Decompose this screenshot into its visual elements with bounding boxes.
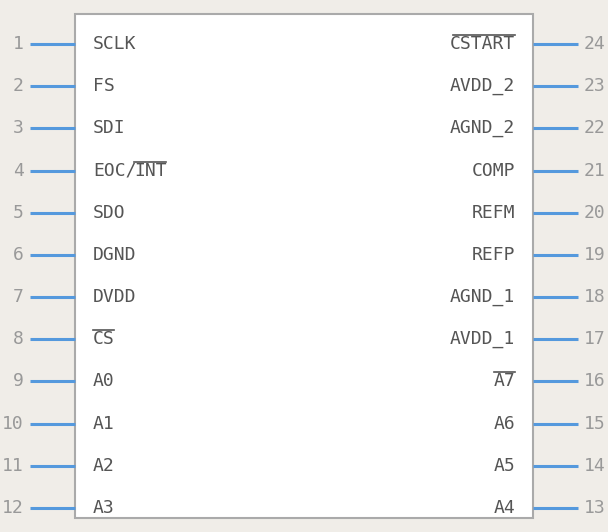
Text: 10: 10 <box>2 414 24 433</box>
Text: 8: 8 <box>13 330 24 348</box>
Text: 15: 15 <box>584 414 606 433</box>
Text: 18: 18 <box>584 288 606 306</box>
Text: 4: 4 <box>13 162 24 179</box>
Text: REFP: REFP <box>471 246 515 264</box>
Text: SCLK: SCLK <box>93 35 137 53</box>
Text: DGND: DGND <box>93 246 137 264</box>
Text: AGND_1: AGND_1 <box>450 288 515 306</box>
Text: 23: 23 <box>584 77 606 95</box>
Text: 19: 19 <box>584 246 606 264</box>
Text: SDI: SDI <box>93 119 126 137</box>
Text: 11: 11 <box>2 457 24 475</box>
Text: DVDD: DVDD <box>93 288 137 306</box>
Text: CSTART: CSTART <box>450 35 515 53</box>
Text: 6: 6 <box>13 246 24 264</box>
Text: 5: 5 <box>13 204 24 222</box>
Text: INT: INT <box>134 162 167 179</box>
Bar <box>75 14 533 518</box>
Text: A5: A5 <box>493 457 515 475</box>
Text: A3: A3 <box>93 499 115 517</box>
Text: 9: 9 <box>13 372 24 390</box>
Text: COMP: COMP <box>471 162 515 179</box>
Text: A1: A1 <box>93 414 115 433</box>
Text: AVDD_2: AVDD_2 <box>450 77 515 95</box>
Text: 17: 17 <box>584 330 606 348</box>
Text: A4: A4 <box>493 499 515 517</box>
Text: 16: 16 <box>584 372 606 390</box>
Text: 7: 7 <box>13 288 24 306</box>
Text: AVDD_1: AVDD_1 <box>450 330 515 348</box>
Text: A6: A6 <box>493 414 515 433</box>
Text: 3: 3 <box>13 119 24 137</box>
Text: CS: CS <box>93 330 115 348</box>
Text: EOC/: EOC/ <box>93 162 137 179</box>
Text: REFM: REFM <box>471 204 515 222</box>
Text: 24: 24 <box>584 35 606 53</box>
Text: 1: 1 <box>13 35 24 53</box>
Text: 20: 20 <box>584 204 606 222</box>
Text: 12: 12 <box>2 499 24 517</box>
Text: 22: 22 <box>584 119 606 137</box>
Text: 2: 2 <box>13 77 24 95</box>
Text: 21: 21 <box>584 162 606 179</box>
Text: AGND_2: AGND_2 <box>450 119 515 137</box>
Text: SDO: SDO <box>93 204 126 222</box>
Text: A7: A7 <box>493 372 515 390</box>
Text: 13: 13 <box>584 499 606 517</box>
Text: 14: 14 <box>584 457 606 475</box>
Text: FS: FS <box>93 77 115 95</box>
Text: A2: A2 <box>93 457 115 475</box>
Text: A0: A0 <box>93 372 115 390</box>
